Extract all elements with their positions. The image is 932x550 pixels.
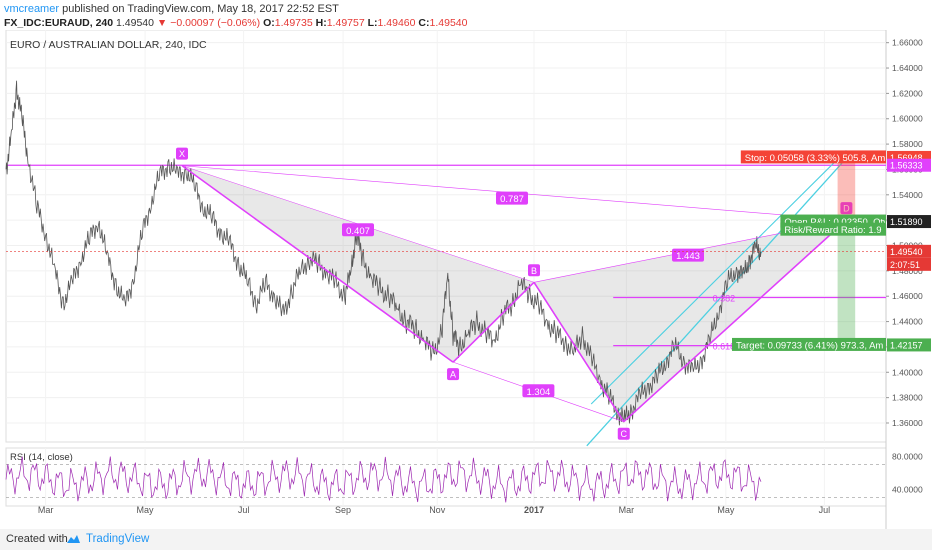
y-tick-label: 1.66000 xyxy=(892,38,923,48)
stop-price-tag: 1.56948 xyxy=(890,153,923,163)
pattern-point-box xyxy=(447,368,460,381)
close-label: C: xyxy=(418,17,430,29)
pattern-point-box xyxy=(528,264,540,277)
pattern-point-label: B xyxy=(531,266,537,276)
current-price-tag: 1.49540 xyxy=(890,247,923,257)
symbol-label: FX_IDC:EURAUD, 240 xyxy=(4,17,114,29)
pattern-leg xyxy=(181,164,454,363)
chart-header: vmcreamer published on TradingView.com, … xyxy=(0,0,932,30)
created-with-text: Created with xyxy=(6,533,68,545)
fib-label: 0.382 xyxy=(713,293,736,303)
y-tick-label: 1.60000 xyxy=(892,114,923,124)
line-price-tag-box xyxy=(887,158,931,172)
low-label: L: xyxy=(367,17,378,29)
countdown-tag-box xyxy=(887,257,931,271)
entry-price-tag: 1.51890 xyxy=(890,217,923,227)
target-zone xyxy=(837,221,856,345)
entry-price-tag-box xyxy=(887,215,931,229)
price-series xyxy=(5,80,762,426)
x-tick-label: Sep xyxy=(335,505,351,515)
level-box xyxy=(740,150,886,164)
y-tick-label: 1.44000 xyxy=(892,317,923,327)
ratio-label: 0.407 xyxy=(346,226,370,237)
open-value: 1.49735 xyxy=(274,17,313,29)
open-label: O: xyxy=(263,17,275,29)
pattern-leg xyxy=(533,281,625,423)
pattern-point-label: D xyxy=(843,204,850,214)
x-tick-label: May xyxy=(137,505,155,515)
main-pane xyxy=(5,29,887,443)
y-tick-label: 1.36000 xyxy=(892,418,923,428)
level-label: Risk/Reward Ratio: 1.9 xyxy=(784,225,881,236)
footer: Created with TradingView xyxy=(0,529,932,550)
level-label: Stop: 0.05058 (3.33%) 505.8, Am xyxy=(745,153,886,164)
pattern-point-box xyxy=(176,147,188,160)
x-tick-label: Jul xyxy=(238,505,250,515)
rsi-tick-label: 80.0000 xyxy=(892,451,923,461)
level-box xyxy=(780,222,886,236)
high-label: H: xyxy=(315,17,327,29)
last-price: 1.49540 xyxy=(116,17,154,29)
y-tick-label: 1.38000 xyxy=(892,393,923,403)
y-tick-label: 1.48000 xyxy=(892,266,923,276)
published-text: published on TradingView.com, May 18, 20… xyxy=(62,3,339,15)
high-value: 1.49757 xyxy=(326,17,365,29)
y-tick-label: 1.58000 xyxy=(892,139,923,149)
target-price-tag-box xyxy=(887,338,931,352)
ratio-label: 0.787 xyxy=(500,194,524,205)
x-tick-label: Mar xyxy=(38,505,54,515)
level-box xyxy=(732,337,886,351)
pattern-point-label: X xyxy=(179,149,185,159)
y-tick-label: 1.54000 xyxy=(892,190,923,200)
rsi-series xyxy=(5,456,762,503)
xab-triangle xyxy=(182,165,534,363)
line-price-tag: 1.56333 xyxy=(890,161,923,171)
trend-line-upper xyxy=(590,150,847,405)
x-tick-label: May xyxy=(717,505,735,515)
pattern-point-label: A xyxy=(450,370,456,380)
ratio-box xyxy=(496,191,528,205)
ratio-box xyxy=(522,384,555,398)
ratio-label: 1.443 xyxy=(676,251,700,262)
y-tick-label: 1.62000 xyxy=(892,88,923,98)
pattern-leg xyxy=(452,281,535,363)
level-label: Open P&L: 0.02350, Qty: 1 xyxy=(784,217,898,228)
pattern-leg xyxy=(623,219,847,423)
y-tick-label: 1.40000 xyxy=(892,367,923,377)
pattern-point-label: C xyxy=(621,429,628,439)
ratio-label: 1.304 xyxy=(527,387,551,398)
x-tick-label: Jul xyxy=(819,505,831,515)
chart-area[interactable]: 1.660001.640001.620001.600001.580001.560… xyxy=(0,29,932,530)
low-value: 1.49460 xyxy=(377,17,416,29)
bcd-triangle xyxy=(534,220,847,422)
price-chart[interactable]: 1.660001.640001.620001.600001.580001.560… xyxy=(0,29,932,530)
rsi-label: RSI (14, close) xyxy=(10,452,73,463)
author-link[interactable]: vmcreamer xyxy=(4,3,60,15)
pattern-point-box xyxy=(617,427,630,440)
current-price-tag-box xyxy=(887,244,931,258)
y-tick-label: 1.46000 xyxy=(892,291,923,301)
trend-line-lower xyxy=(586,162,843,447)
tradingview-brand[interactable]: TradingView xyxy=(86,533,150,545)
ratio-box xyxy=(672,248,704,262)
stop-zone xyxy=(837,157,856,222)
close-value: 1.49540 xyxy=(429,17,468,29)
y-tick-label: 1.64000 xyxy=(892,63,923,73)
chart-title: EURO / AUSTRALIAN DOLLAR, 240, IDC xyxy=(10,39,207,51)
x-tick-label: Nov xyxy=(429,505,446,515)
publish-line: vmcreamer published on TradingView.com, … xyxy=(4,2,339,16)
x-tick-label: Mar xyxy=(619,505,635,515)
price-change: ▼ −0.00097 (−0.06%) xyxy=(156,17,261,29)
x-tick-label: 2017 xyxy=(524,505,544,515)
countdown-tag: 2:07:51 xyxy=(890,260,920,270)
ohlc-line: FX_IDC:EURAUD, 240 1.49540 ▼ −0.00097 (−… xyxy=(4,16,467,30)
level-label: Target: 0.09733 (6.41%) 973.3, Am xyxy=(736,340,883,351)
pattern-point-box xyxy=(840,202,853,215)
rsi-tick-label: 40.0000 xyxy=(892,484,923,494)
target-price-tag: 1.42157 xyxy=(890,340,923,350)
tradingview-cloud-icon xyxy=(67,535,80,543)
fib-label: 0.618 xyxy=(713,342,736,352)
ratio-box xyxy=(342,223,374,237)
